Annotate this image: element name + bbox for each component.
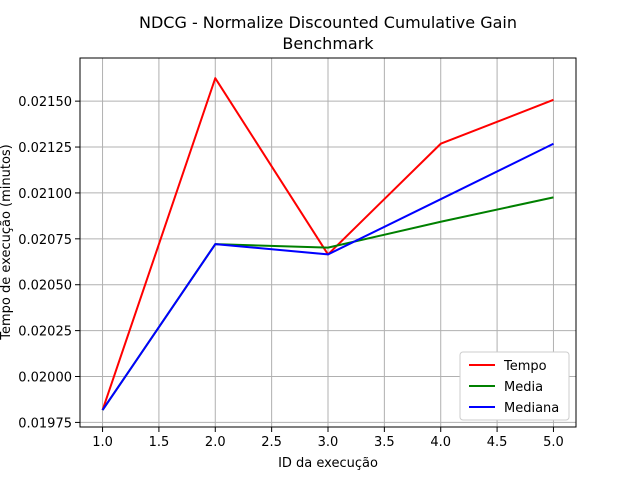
legend-label-tempo: Tempo <box>503 359 547 374</box>
y-tick-label: 0.01975 <box>18 416 72 431</box>
y-axis-label: Tempo de execução (minutos) <box>0 144 14 340</box>
y-tick-label: 0.02100 <box>18 187 72 202</box>
y-tick-label: 0.02150 <box>18 95 72 110</box>
x-tick-label: 1.5 <box>149 435 170 450</box>
x-tick-label: 3.5 <box>374 435 395 450</box>
x-tick-label: 3.0 <box>318 435 339 450</box>
chart-title-line-2: Benchmark <box>282 34 374 53</box>
x-tick-label: 4.0 <box>430 435 451 450</box>
x-axis-label: ID da execução <box>278 456 378 471</box>
y-tick-label: 0.02075 <box>18 233 72 248</box>
legend: Tempo Media Mediana <box>459 351 570 421</box>
axis-ticks: 1.0 1.5 2.0 2.5 3.0 3.5 4.0 4.5 5.0 0.01975 0.0200… <box>18 95 564 450</box>
x-tick-label: 5.0 <box>543 435 564 450</box>
x-tick-label: 2.5 <box>261 435 282 450</box>
x-tick-label: 1.0 <box>92 435 113 450</box>
y-tick-label: 0.02025 <box>18 325 72 340</box>
y-tick-label: 0.02050 <box>18 279 72 294</box>
x-tick-label: 4.5 <box>487 435 508 450</box>
chart-title: NDCG - Normalize Discounted Cumulative G… <box>139 13 517 53</box>
legend-label-media: Media <box>504 380 543 395</box>
chart-title-line-1: NDCG - Normalize Discounted Cumulative G… <box>139 13 517 32</box>
y-tick-label: 0.02125 <box>18 141 72 156</box>
series-line-mediana <box>101 142 554 411</box>
x-tick-label: 2.0 <box>205 435 226 450</box>
legend-label-mediana: Mediana <box>504 401 559 416</box>
legend-box <box>459 351 570 421</box>
y-tick-label: 0.02000 <box>18 371 72 386</box>
series-lines <box>101 77 554 411</box>
grid <box>80 58 576 427</box>
